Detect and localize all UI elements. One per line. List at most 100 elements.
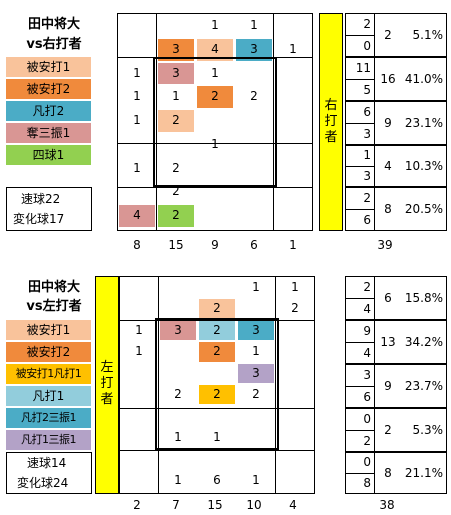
bottom-cell-r5-c0 <box>121 385 157 404</box>
bottom-row-pair-1-0: 9 <box>363 324 371 338</box>
top-row-pair-4-0: 2 <box>363 191 371 205</box>
top-cell-r8-c1: 2 <box>158 205 194 227</box>
top-col-total-2: 9 <box>211 238 219 252</box>
top-legend-strikeout1: 奪三振1 <box>6 123 91 143</box>
top-col-total-0: 8 <box>133 238 141 252</box>
bottom-legend-out2-k1: 凡打2三振1 <box>6 408 91 428</box>
top-row-pct-2: 23.1% <box>404 116 443 130</box>
grid-line <box>275 276 276 494</box>
bottom-breaking-count: 変化球24 <box>17 476 69 490</box>
top-cell-r8-c3 <box>236 205 272 227</box>
bottom-cell-r7-c1: 1 <box>174 429 182 444</box>
bottom-cell-r1-c0 <box>121 299 157 318</box>
bottom-legend-out1: 凡打1 <box>6 386 91 406</box>
top-cell-r2-c1: 3 <box>158 62 194 85</box>
bottom-row-pair-1-1: 4 <box>363 346 371 360</box>
bottom-pitch-summary-box: 速球14 変化球24 <box>6 452 92 494</box>
top-breaking-count: 変化球17 <box>13 212 65 226</box>
bottom-cell-r3-c3: 1 <box>252 344 260 359</box>
bottom-cell-r2-c3: 3 <box>238 320 274 341</box>
top-row-pair-2-0: 6 <box>363 105 371 119</box>
bottom-cell-r9-c4 <box>277 471 313 490</box>
bottom-row-pct-4: 21.1% <box>404 466 443 480</box>
grid-line <box>117 187 313 188</box>
top-row-pair-1-0: 11 <box>355 61 371 75</box>
bottom-strike-zone <box>155 318 279 450</box>
bottom-cell-r5-c3: 2 <box>252 387 260 401</box>
bottom-row-pair-divider-1 <box>345 342 375 343</box>
bottom-row-pct-3: 5.3% <box>412 423 444 437</box>
bottom-cell-r1-c4: 2 <box>291 301 299 316</box>
bottom-row-pair-divider-2 <box>345 386 375 387</box>
top-grid-border <box>117 13 313 231</box>
bottom-cell-r9-c2: 6 <box>213 472 221 487</box>
top-cell-r4-c4 <box>275 110 311 132</box>
bottom-cell-r7-c2: 1 <box>213 429 221 444</box>
top-pitch-summary-box: 速球22 変化球17 <box>6 187 92 231</box>
grid-line <box>119 408 315 409</box>
top-row-pct-3: 10.3% <box>404 159 443 173</box>
bottom-cell-r8-c0 <box>121 449 157 468</box>
top-col-total-4: 1 <box>289 238 297 252</box>
top-cell-r4-c1: 2 <box>158 110 194 132</box>
top-cell-r6-c4 <box>275 158 311 180</box>
top-cell-r0-c2: 1 <box>211 18 219 32</box>
bottom-cell-r8-c4 <box>277 449 313 468</box>
bottom-cell-r4-c3: 3 <box>238 363 274 383</box>
bottom-cell-r9-c3: 1 <box>252 472 260 487</box>
bottom-legend-out1-k1: 凡打1三振1 <box>6 430 91 450</box>
top-cell-r8-c0: 4 <box>119 205 155 227</box>
top-row-pct-0: 5.1% <box>412 28 444 42</box>
bottom-legend-hit1: 被安打1 <box>6 320 91 340</box>
top-legend-hit2: 被安打2 <box>6 79 91 99</box>
bottom-side-label: 左打者 <box>100 360 114 407</box>
top-row-pct-1: 41.0% <box>404 72 443 86</box>
top-grand-total: 39 <box>377 238 393 252</box>
top-cell-r3-c4 <box>275 86 311 108</box>
bottom-cell-r0-c0 <box>121 278 157 297</box>
top-cell-r5-c4 <box>275 134 311 156</box>
top-cell-r1-c2: 4 <box>197 38 233 61</box>
bottom-cell-r2-c2: 2 <box>199 320 235 341</box>
bottom-cell-r0-c4: 1 <box>291 280 299 294</box>
bottom-cell-r0-c2 <box>199 278 235 297</box>
top-row-pair-divider-4 <box>345 209 375 210</box>
bottom-row-pair-4-0: 0 <box>363 455 371 469</box>
top-col-total-3: 6 <box>250 238 258 252</box>
bottom-grid-border <box>119 276 315 494</box>
bottom-col-total-4: 4 <box>289 498 297 512</box>
bottom-cell-r5-c2: 2 <box>199 385 235 405</box>
grid-line <box>119 450 315 451</box>
top-cell-r7-c1: 2 <box>172 184 180 199</box>
top-row-pair-3-0: 1 <box>363 148 371 162</box>
bottom-row-total-3: 2 <box>384 423 392 437</box>
bottom-cell-r0-c3: 1 <box>252 280 260 294</box>
top-row-pct-4: 20.5% <box>404 202 443 216</box>
top-row-total-3: 4 <box>384 159 392 173</box>
top-cell-r3-c0: 1 <box>133 89 141 104</box>
bottom-cell-r2-c1: 3 <box>160 320 196 341</box>
top-legend-out2: 凡打2 <box>6 101 91 121</box>
bottom-cell-r1-c1 <box>160 299 196 318</box>
top-cell-r1-c0 <box>119 39 155 61</box>
top-row-pair-2-1: 3 <box>363 127 371 141</box>
top-cell-r0-c1 <box>158 15 194 37</box>
bottom-cell-r2-c4 <box>277 321 313 340</box>
bottom-col-total-3: 10 <box>246 498 262 512</box>
bottom-col-total-2: 15 <box>207 498 223 512</box>
bottom-cell-r9-c1: 1 <box>174 472 182 487</box>
bottom-row-pair-2-1: 6 <box>363 390 371 404</box>
bottom-legend-hit1-out1: 被安打1凡打1 <box>6 364 91 384</box>
top-row-total-1: 16 <box>380 72 396 86</box>
bottom-cell-r3-c4 <box>277 342 313 361</box>
bottom-cell-r2-c0: 1 <box>135 322 143 337</box>
top-row-pair-divider-2 <box>345 123 375 124</box>
top-cell-r5-c0 <box>119 134 155 156</box>
top-cell-r4-c0: 1 <box>133 113 141 128</box>
bottom-cell-r7-c0 <box>121 428 157 447</box>
top-row-total-4: 8 <box>384 202 392 216</box>
bottom-row-pair-2-0: 3 <box>363 368 371 382</box>
top-row-pair-3-1: 3 <box>363 169 371 183</box>
bottom-row-total-4: 8 <box>384 466 392 480</box>
